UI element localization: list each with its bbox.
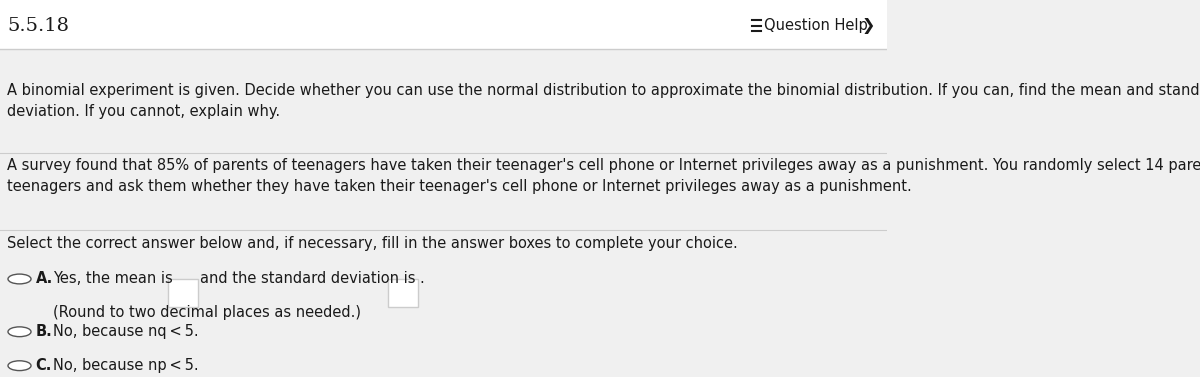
Text: A survey found that 85% of parents of teenagers have taken their teenager's cell: A survey found that 85% of parents of te… xyxy=(7,158,1200,193)
Circle shape xyxy=(8,361,31,371)
Text: No, because nq < 5.: No, because nq < 5. xyxy=(53,324,199,339)
Text: No, because np < 5.: No, because np < 5. xyxy=(53,358,199,373)
Circle shape xyxy=(8,274,31,284)
Text: .: . xyxy=(420,271,424,287)
Text: Question Help: Question Help xyxy=(764,18,868,33)
FancyBboxPatch shape xyxy=(389,279,418,308)
Text: A.: A. xyxy=(36,271,53,287)
Text: A binomial experiment is given. Decide whether you can use the normal distributi: A binomial experiment is given. Decide w… xyxy=(7,83,1200,119)
FancyBboxPatch shape xyxy=(0,0,887,49)
Circle shape xyxy=(8,327,31,337)
FancyBboxPatch shape xyxy=(168,279,198,308)
Text: (Round to two decimal places as needed.): (Round to two decimal places as needed.) xyxy=(53,305,361,320)
Text: Select the correct answer below and, if necessary, fill in the answer boxes to c: Select the correct answer below and, if … xyxy=(7,236,738,251)
Text: Yes, the mean is: Yes, the mean is xyxy=(53,271,173,287)
Text: 5.5.18: 5.5.18 xyxy=(7,17,70,35)
Text: B.: B. xyxy=(36,324,53,339)
Text: C.: C. xyxy=(36,358,52,373)
Text: ❯: ❯ xyxy=(862,18,875,34)
Text: and the standard deviation is: and the standard deviation is xyxy=(200,271,416,287)
